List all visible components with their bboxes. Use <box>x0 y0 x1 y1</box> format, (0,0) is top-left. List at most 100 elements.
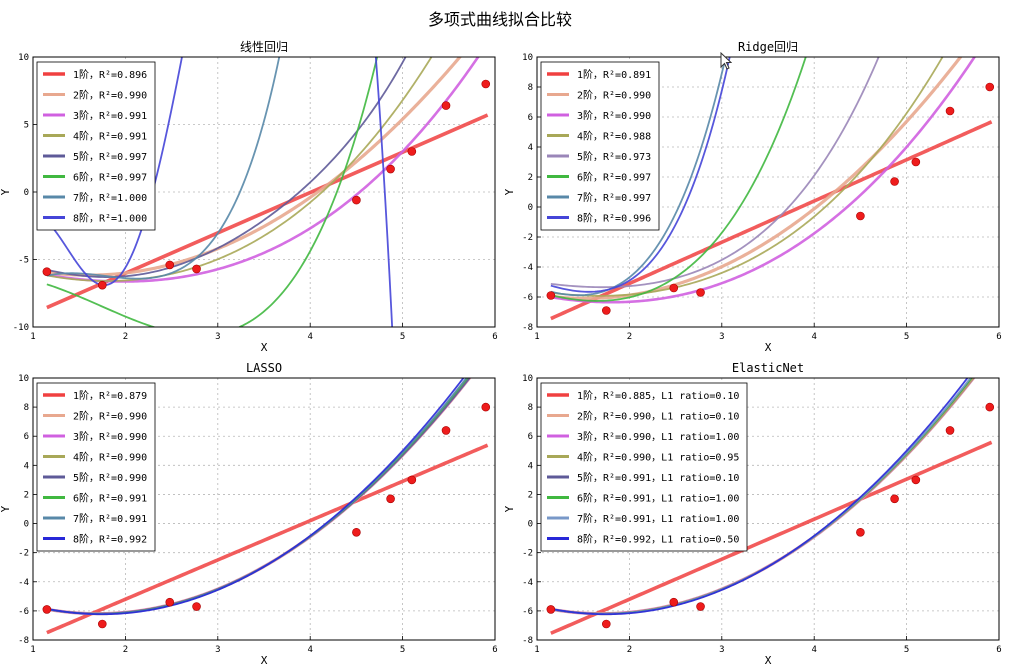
data-point <box>42 605 52 614</box>
subplot-elasticnet: 1 2 3 4 5 6 -8 -6 -4 -2 0 2 4 6 8 10 ElasticNet X Y 1阶，R²=0… <box>503 361 1002 666</box>
y-tick-label: 4 <box>24 461 29 471</box>
legend-entry: 3阶，R²=0.990 <box>577 109 651 122</box>
y-tick-label: 2 <box>528 173 533 183</box>
fit-curve-series-5 <box>46 57 407 278</box>
x-tick-label: 6 <box>492 332 497 342</box>
legend-entry: 3阶，R²=0.990 <box>73 430 147 443</box>
legend-entry: 2阶，R²=0.990 <box>73 410 147 423</box>
fit-curve-series-3 <box>550 57 977 304</box>
legend-entry: 6阶，R²=0.991 <box>73 492 147 505</box>
x-tick-label: 4 <box>811 645 816 655</box>
x-tick-label: 4 <box>811 332 816 342</box>
x-tick-label: 1 <box>534 645 539 655</box>
plot-frame <box>536 377 1000 641</box>
y-tick-label: -2 <box>522 549 533 559</box>
fit-curves <box>46 378 489 635</box>
y-tick-label: 10 <box>522 374 533 384</box>
data-point <box>696 288 705 297</box>
legend: 1阶，R²=0.891 2阶，R²=0.990 3阶，R²=0.990 4阶，R²=0… <box>540 61 660 231</box>
subplot-title: LASSO <box>246 361 282 375</box>
legend-box <box>540 382 748 552</box>
fit-curve-series-5 <box>550 57 880 289</box>
subplot-linear: 1 2 3 4 5 6 -10 -5 0 5 10 线性回归 X Y 1阶，R²=0.896 2阶，R²=0.… <box>0 40 498 354</box>
legend-entry: 6阶，R²=0.991，L1 ratio=1.00 <box>577 492 739 505</box>
y-tick-label: 6 <box>528 113 533 123</box>
x-tick-label: 6 <box>996 645 1001 655</box>
legend-entry: 4阶，R²=0.990，L1 ratio=0.95 <box>577 451 739 464</box>
legend-box <box>36 61 156 231</box>
data-point <box>352 527 361 537</box>
legend: 1阶，R²=0.885，L1 ratio=0.10 2阶，R²=0.990，L1 … <box>540 382 748 552</box>
data-point <box>601 306 611 315</box>
y-tick-label: 10 <box>18 53 29 63</box>
y-tick-label: 8 <box>528 83 533 93</box>
legend: 1阶，R²=0.879 2阶，R²=0.990 3阶，R²=0.990 4阶，R²=0… <box>36 382 156 552</box>
data-point <box>192 264 201 274</box>
y-tick-label: -4 <box>18 578 29 588</box>
y-tick-label: -8 <box>18 636 29 646</box>
data-point <box>985 402 995 412</box>
mouse-cursor-icon <box>720 52 732 70</box>
data-point <box>669 597 679 607</box>
legend-entry: 1阶，R²=0.885，L1 ratio=0.10 <box>577 389 739 402</box>
data-point <box>546 291 556 300</box>
legend-entry: 6阶，R²=0.997 <box>73 171 147 184</box>
data-point <box>98 280 107 290</box>
y-tick-label: 0 <box>528 520 533 530</box>
y-tick-label: 4 <box>528 143 533 153</box>
y-tick-label: 2 <box>24 490 29 500</box>
x-tick-label: 5 <box>400 332 405 342</box>
legend-entry: 3阶，R²=0.990，L1 ratio=1.00 <box>577 430 739 443</box>
y-tick-label: -10 <box>13 323 29 333</box>
y-tick-label: 10 <box>522 53 533 63</box>
legend-entry: 7阶，R²=0.991 <box>73 512 147 525</box>
x-tick-label: 1 <box>30 645 35 655</box>
fit-curve-series-7 <box>550 57 727 297</box>
fit-curves <box>46 57 489 327</box>
x-axis-label: X <box>765 654 772 666</box>
fit-curves <box>550 57 993 321</box>
legend-entry: 7阶，R²=1.000 <box>73 191 147 204</box>
legend-entry: 1阶，R²=0.879 <box>73 389 147 402</box>
legend-entry: 5阶，R²=0.997 <box>73 150 147 163</box>
x-axis-label: X <box>261 341 268 354</box>
plot-frame <box>536 56 1000 328</box>
subplot-lasso: 1 2 3 4 5 6 -8 -6 -4 -2 0 2 4 6 8 10 LASSO X Y 1阶，R²=0.879 2… <box>0 361 498 666</box>
legend-box <box>36 382 156 552</box>
legend-entry: 8阶，R²=1.000 <box>73 212 147 225</box>
fit-curves <box>550 378 993 635</box>
fit-curve-series-8 <box>550 378 969 616</box>
legend-entry: 1阶，R²=0.891 <box>577 68 651 81</box>
x-tick-label: 1 <box>534 332 539 342</box>
legend-entry: 2阶，R²=0.990 <box>73 89 147 102</box>
x-tick-label: 6 <box>492 645 497 655</box>
data-point <box>856 211 865 221</box>
x-tick-label: 3 <box>215 645 220 655</box>
fit-curve-series-8 <box>550 57 731 293</box>
fit-curve-series-4 <box>46 57 433 282</box>
fit-curve-series-6 <box>46 57 379 327</box>
data-point <box>911 475 921 485</box>
data-points <box>42 402 491 629</box>
fit-curve-series-7 <box>46 57 281 280</box>
subplot-ridge: 1 2 3 4 5 6 -8 -6 -4 -2 0 2 4 6 8 10 Ridge回归 X Y 1阶，R²=0.89… <box>503 40 1002 354</box>
y-tick-label: 0 <box>528 203 533 213</box>
data-point <box>165 260 175 270</box>
fit-curve-series-8 <box>46 378 465 616</box>
legend-entry: 4阶，R²=0.991 <box>73 130 147 143</box>
x-tick-label: 4 <box>307 332 312 342</box>
legend-entry: 3阶，R²=0.991 <box>73 109 147 122</box>
data-point <box>945 106 955 116</box>
data-point <box>165 597 175 607</box>
x-tick-label: 2 <box>123 332 128 342</box>
fit-curve-series-6 <box>550 57 807 302</box>
data-point <box>441 101 451 110</box>
fit-curve-series-4 <box>550 57 944 297</box>
fit-curve-series-2 <box>550 57 963 301</box>
fit-curve-series-2 <box>46 57 462 277</box>
y-tick-label: -5 <box>18 256 29 266</box>
y-tick-label: -8 <box>522 323 533 333</box>
data-point <box>98 619 107 629</box>
y-tick-label: -4 <box>522 263 533 273</box>
